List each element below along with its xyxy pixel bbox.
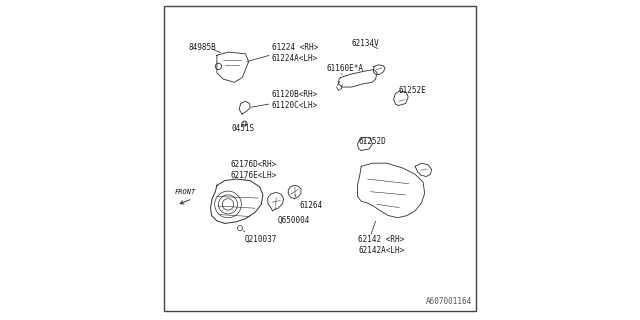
Text: Q650004: Q650004: [277, 216, 310, 225]
Text: FRONT: FRONT: [175, 189, 196, 195]
Text: 61120B<RH>
61120C<LH>: 61120B<RH> 61120C<LH>: [272, 90, 318, 110]
Text: 61160E*A: 61160E*A: [326, 63, 364, 73]
Text: 62176D<RH>
62176E<LH>: 62176D<RH> 62176E<LH>: [230, 160, 276, 180]
Text: 62142 <RH>
62142A<LH>: 62142 <RH> 62142A<LH>: [358, 235, 404, 255]
Text: A607001164: A607001164: [426, 297, 472, 306]
Text: 61224 <RH>
61224A<LH>: 61224 <RH> 61224A<LH>: [272, 43, 318, 63]
Text: 61264: 61264: [300, 202, 323, 211]
Text: 61252E: 61252E: [399, 86, 426, 95]
Text: 84985B: 84985B: [188, 43, 216, 52]
Text: 0451S: 0451S: [232, 124, 255, 133]
Text: Q210037: Q210037: [244, 236, 277, 244]
Text: 62134V: 62134V: [351, 39, 379, 48]
Text: 61252D: 61252D: [358, 137, 386, 146]
